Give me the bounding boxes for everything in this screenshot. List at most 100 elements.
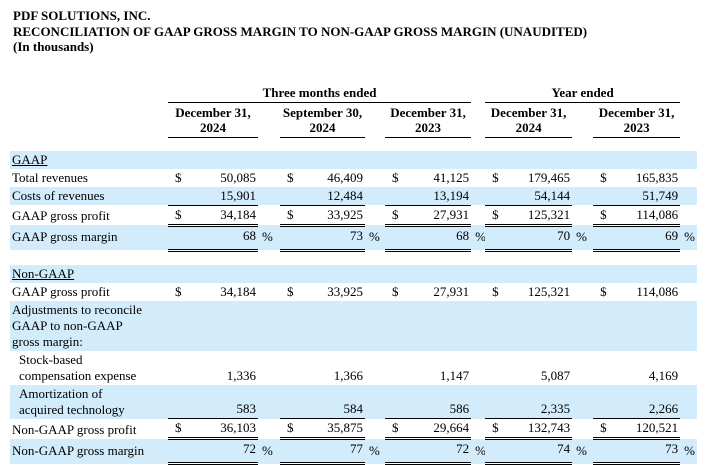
label-line: GAAP gross profit [12,208,168,224]
document-title: RECONCILIATION OF GAAP GROSS MARGIN TO N… [13,24,707,40]
suffix-cell [365,419,385,439]
column-header-line: December 31, [485,105,572,120]
suffix-cell [471,419,485,439]
amount-cell: 73 [280,225,365,250]
suffix-cell [680,283,697,301]
column-gap-cell [258,102,280,137]
column-header-line: 2024 [485,120,572,135]
spacer-cell [10,250,697,265]
suffix-cell [365,187,385,206]
label-line: GAAP gross margin [12,229,168,245]
dollar-sign: $ [287,207,294,223]
suffix-cell [258,351,280,385]
amount-cell: 2,266 [593,385,680,419]
label-line: Costs of revenues [12,188,168,204]
column-header-dec-31-2024-q: December 31, 2024 [168,102,258,137]
dollar-sign: $ [492,284,499,300]
column-gap-cell [680,102,697,137]
suffix-cell [258,169,280,187]
column-header-line: 2023 [593,120,680,135]
suffix-cell [365,385,385,419]
amount-cell: $27,931 [385,283,471,301]
dollar-sign: $ [287,170,294,186]
amount-cell: $120,521 [593,419,680,439]
amount-cell: $125,321 [485,205,572,225]
amount-cell: 13,194 [385,187,471,206]
group-gap-cell [680,85,697,103]
company-name: PDF SOLUTIONS, INC. [13,8,707,24]
section-title: GAAP [12,152,47,167]
label-line: Adjustments to reconcile [12,302,697,318]
amount-cell: $46,409 [280,169,365,187]
suffix-cell [572,169,593,187]
suffix-cell [471,385,485,419]
column-header-line: December 31, [385,105,471,120]
column-gap-cell [572,102,593,137]
suffix-cell [258,187,280,206]
corner-cell [10,102,168,137]
amount-cell: $179,465 [485,169,572,187]
table-row-section-gap [10,250,697,265]
label-line: Stock-based [19,352,168,368]
label-line: gross margin: [12,334,697,350]
section-title: Non-GAAP [12,266,74,281]
column-header-line: 2024 [168,120,258,135]
corner-cell [10,85,168,103]
column-gap-cell [471,102,485,137]
group-header-row: Three months ended Year ended [10,85,697,103]
amount-cell: $34,184 [168,283,258,301]
amount-cell: $114,086 [593,283,680,301]
suffix-cell [572,205,593,225]
amount-cell: 68 [385,225,471,250]
amount-cell: 1,336 [168,351,258,385]
row-label: Total revenues [10,169,168,187]
row-label: Non-GAAP gross profit [10,419,168,439]
dollar-sign: $ [287,420,294,436]
row-label: Non-GAAP [10,265,697,283]
dollar-sign: $ [392,284,399,300]
amount-cell: 70 [485,225,572,250]
label-line: GAAP [12,152,697,168]
suffix-cell [680,385,697,419]
amount-cell: $27,931 [385,205,471,225]
suffix-cell [471,351,485,385]
label-line: Non-GAAP [12,266,697,282]
amount-cell: 1,366 [280,351,365,385]
table-row-non-gaap-section: Non-GAAP [10,265,697,283]
group-header-three-months: Three months ended [168,85,471,103]
percent-suffix-cell: % [471,439,485,464]
amount-cell: 1,147 [385,351,471,385]
dollar-sign: $ [600,420,607,436]
amount-cell: $50,085 [168,169,258,187]
amount-cell: $41,125 [385,169,471,187]
amount-cell: 583 [168,385,258,419]
suffix-cell [680,205,697,225]
amount-cell: 68 [168,225,258,250]
suffix-cell [471,187,485,206]
dollar-sign: $ [392,170,399,186]
units-note: (In thousands) [13,39,707,55]
amount-cell: 584 [280,385,365,419]
amount-cell: 74 [485,439,572,464]
table-row-gaap-section: GAAP [10,151,697,169]
suffix-cell [572,283,593,301]
suffix-cell [572,187,593,206]
dollar-sign: $ [492,170,499,186]
percent-suffix-cell: % [572,439,593,464]
suffix-cell [365,169,385,187]
amount-cell: $114,086 [593,205,680,225]
header-body-gap [10,137,697,151]
column-header-dec-31-2024-y: December 31, 2024 [485,102,572,137]
suffix-cell [680,351,697,385]
label-line: compensation expense [19,368,168,384]
suffix-cell [258,419,280,439]
dollar-sign: $ [175,420,182,436]
suffix-cell [258,205,280,225]
amount-cell: $35,875 [280,419,365,439]
